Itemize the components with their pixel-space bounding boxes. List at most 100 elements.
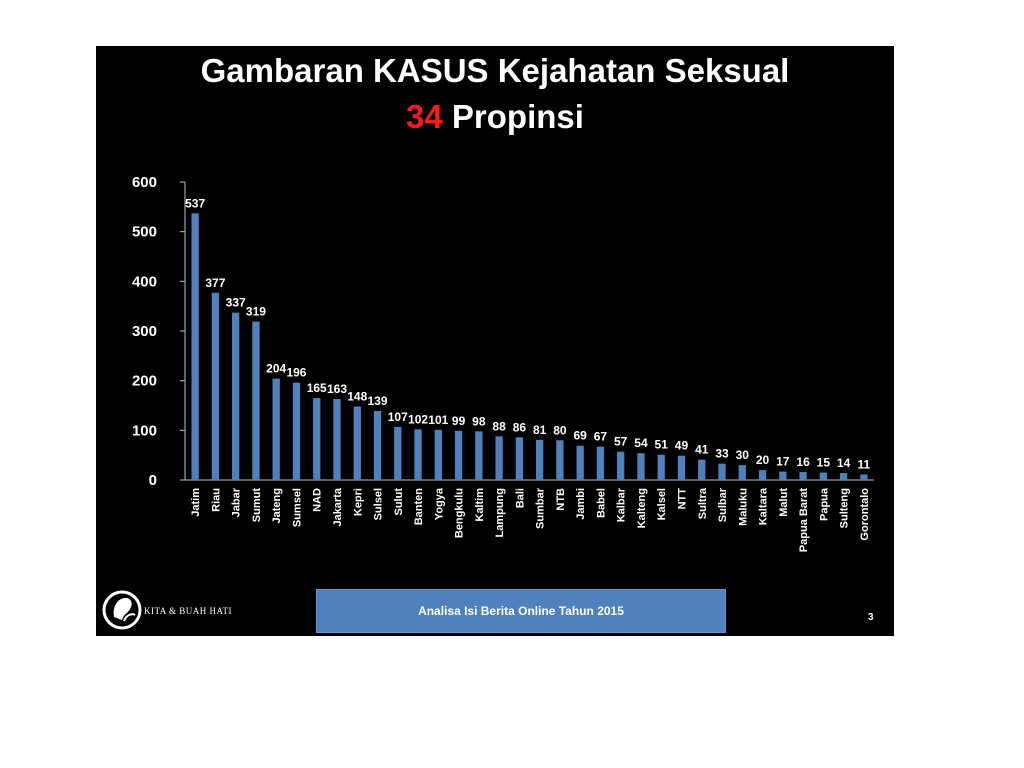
data-label: 51 <box>655 438 669 452</box>
category-label: Yogya <box>433 487 445 520</box>
bar <box>799 472 807 480</box>
bar <box>718 463 726 480</box>
data-label: 41 <box>695 443 709 457</box>
category-label: NTT <box>676 488 688 510</box>
category-label: Kaltim <box>474 488 486 522</box>
data-label: 69 <box>573 429 587 443</box>
data-label: 337 <box>226 296 246 310</box>
bar <box>758 470 767 480</box>
footer-source-box: Analisa Isi Berita Online Tahun 2015 <box>316 589 726 633</box>
data-label: 196 <box>286 366 306 380</box>
bar <box>617 451 625 480</box>
category-label: NAD <box>312 488 324 512</box>
data-label: 319 <box>246 305 266 319</box>
bar <box>373 410 382 480</box>
category-label: Kepri <box>352 488 364 516</box>
bar <box>576 445 584 480</box>
bar <box>292 382 301 480</box>
data-label: 30 <box>736 448 750 462</box>
y-tick-label: 300 <box>132 323 157 340</box>
data-label: 163 <box>327 382 347 396</box>
data-label: 139 <box>367 394 387 408</box>
category-label: NTB <box>555 488 567 511</box>
bar <box>657 454 665 480</box>
category-label: Bali <box>514 488 526 508</box>
data-label: 57 <box>614 435 628 449</box>
title-line-1: Gambaran KASUS Kejahatan Seksual <box>200 52 790 89</box>
data-label: 15 <box>817 456 831 470</box>
category-label: Sulbar <box>717 487 729 522</box>
data-label: 16 <box>796 455 810 469</box>
category-label: Sumut <box>251 488 263 523</box>
data-label: 33 <box>715 447 729 461</box>
data-label: 98 <box>472 414 486 428</box>
bar <box>596 446 605 480</box>
category-label: Kalteng <box>636 488 648 528</box>
bar <box>211 292 220 480</box>
bar <box>454 430 463 480</box>
bar <box>738 465 746 480</box>
bar <box>414 429 422 480</box>
bar <box>819 472 827 480</box>
category-label: Babel <box>595 488 607 518</box>
y-tick-label: 0 <box>149 472 157 489</box>
category-label: Sumbar <box>535 487 547 529</box>
bar <box>495 436 503 480</box>
data-label: 14 <box>837 456 851 470</box>
category-label: Kalbar <box>616 487 628 522</box>
data-label: 86 <box>513 420 527 434</box>
silhouette-logo-icon <box>102 590 142 630</box>
bar <box>839 473 848 480</box>
data-label: 101 <box>428 413 448 427</box>
data-label: 54 <box>634 436 648 450</box>
category-label: Sulut <box>393 488 405 516</box>
bar <box>313 398 321 480</box>
y-tick-label: 600 <box>132 174 157 191</box>
footer-text: Analisa Isi Berita Online Tahun 2015 <box>418 604 624 618</box>
y-tick-label: 200 <box>132 373 157 390</box>
data-label: 148 <box>347 389 367 403</box>
category-label: Kaltara <box>758 487 770 525</box>
y-tick-label: 400 <box>132 273 157 290</box>
data-label: 377 <box>205 276 225 290</box>
bar <box>434 429 442 480</box>
data-label: 67 <box>594 430 608 444</box>
category-label: Maluku <box>737 488 749 526</box>
data-label: 17 <box>776 455 790 469</box>
category-label: Papua <box>818 487 830 521</box>
data-label: 102 <box>408 412 428 426</box>
data-label: 20 <box>756 453 770 467</box>
bar <box>535 439 544 480</box>
data-label: 99 <box>452 414 466 428</box>
category-label: Riau <box>210 488 222 512</box>
category-label: Jateng <box>271 488 283 523</box>
category-label: Banten <box>413 488 425 526</box>
y-tick-label: 500 <box>132 224 157 241</box>
category-label: Malut <box>778 488 790 517</box>
data-label: 80 <box>553 423 567 437</box>
category-label: Sulsel <box>373 488 385 520</box>
bar <box>698 459 706 480</box>
category-label: Papua Barat <box>798 488 810 553</box>
data-label: 537 <box>185 196 205 210</box>
category-label: Sultra <box>697 487 709 519</box>
bar <box>779 471 787 480</box>
bar <box>191 213 199 481</box>
category-label: Jambi <box>575 488 587 520</box>
title-line-2: 34 Propinsi <box>96 98 894 136</box>
slide: Gambaran KASUS Kejahatan Seksual 34 Prop… <box>96 46 894 636</box>
province-count: 34 <box>406 98 443 135</box>
category-label: Jatim <box>190 488 202 517</box>
category-label: Kalsel <box>656 488 668 520</box>
bar <box>677 455 686 480</box>
bar <box>272 378 280 480</box>
bar-chart: 600 500 400 300 200 100 0 537 Jatim 377 Riau 337 Jab… <box>132 174 874 553</box>
category-label: Jabar <box>231 487 243 517</box>
bar <box>252 321 260 480</box>
category-label: Jakarta <box>332 487 344 526</box>
data-label: 81 <box>533 423 547 437</box>
bar <box>333 399 341 480</box>
page-number: 3 <box>868 612 874 623</box>
category-label: Sulteng <box>839 488 851 528</box>
bar <box>353 406 361 480</box>
